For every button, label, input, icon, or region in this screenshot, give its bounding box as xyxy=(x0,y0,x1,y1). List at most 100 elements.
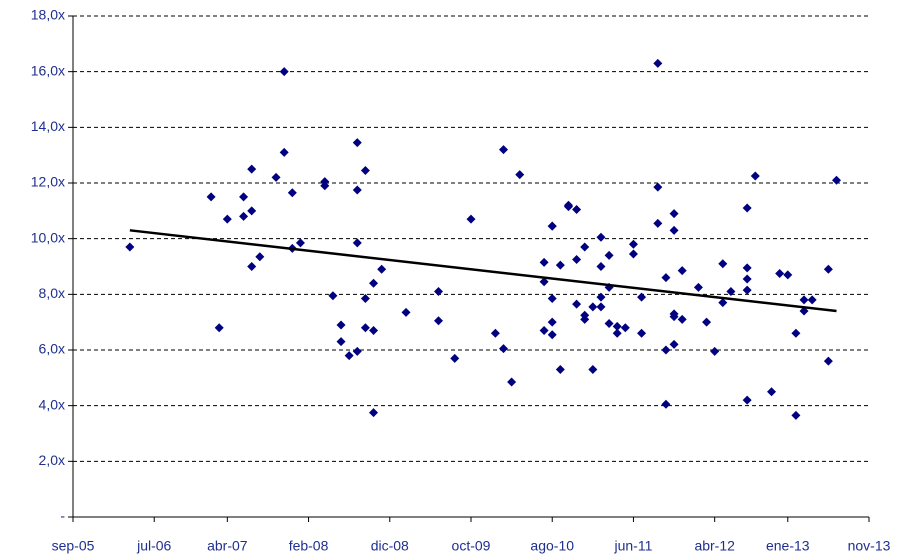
data-point xyxy=(507,377,517,387)
data-point xyxy=(490,328,500,338)
data-point xyxy=(222,214,232,224)
data-point xyxy=(596,262,606,271)
data-point xyxy=(832,175,842,185)
data-point xyxy=(360,294,370,304)
data-point xyxy=(653,182,663,192)
data-point xyxy=(742,263,752,273)
data-point xyxy=(401,307,411,317)
data-point xyxy=(247,164,257,174)
data-point xyxy=(742,395,752,405)
data-point xyxy=(596,302,606,312)
data-point xyxy=(799,295,809,305)
data-point xyxy=(247,206,257,216)
y-tick-label: - xyxy=(60,508,65,524)
data-point xyxy=(710,346,720,356)
data-point xyxy=(677,266,687,276)
data-point xyxy=(547,330,557,340)
data-point xyxy=(295,238,305,248)
y-tick-label: 12,0x xyxy=(31,174,65,190)
data-point xyxy=(206,192,216,202)
data-point xyxy=(547,317,557,327)
x-tick-label: dic-08 xyxy=(371,538,409,554)
data-point xyxy=(539,326,549,336)
data-point xyxy=(344,351,354,361)
data-point xyxy=(572,255,582,265)
x-tick-label: feb-08 xyxy=(289,538,329,554)
trend-line xyxy=(129,229,837,313)
data-point xyxy=(620,323,630,333)
data-point xyxy=(434,287,444,297)
data-point xyxy=(742,285,752,295)
data-point xyxy=(669,339,679,349)
data-point xyxy=(791,328,801,338)
data-point xyxy=(604,319,614,329)
data-point xyxy=(588,302,598,312)
data-point xyxy=(360,323,370,333)
data-point xyxy=(320,181,330,191)
data-point xyxy=(271,172,281,182)
data-point xyxy=(125,242,135,252)
data-point xyxy=(726,287,736,297)
data-point xyxy=(596,292,606,302)
data-point xyxy=(369,326,379,336)
data-point xyxy=(783,270,793,280)
data-point xyxy=(352,185,362,195)
data-point xyxy=(239,211,249,221)
data-point xyxy=(369,278,379,288)
y-tick-label: 18,0x xyxy=(31,7,65,23)
data-point xyxy=(555,364,565,374)
data-point xyxy=(279,147,289,157)
y-tick-label: 4,0x xyxy=(39,396,65,412)
data-point xyxy=(612,328,622,338)
data-point xyxy=(515,170,525,180)
data-point xyxy=(669,225,679,235)
y-tick-label: 16,0x xyxy=(31,62,65,78)
data-point xyxy=(369,408,379,418)
data-point xyxy=(677,314,687,324)
data-point xyxy=(547,294,557,304)
data-point xyxy=(604,250,614,260)
y-tick-label: 10,0x xyxy=(31,229,65,245)
data-point xyxy=(612,321,622,331)
data-point xyxy=(742,203,752,213)
data-point xyxy=(580,310,590,320)
data-point xyxy=(669,209,679,219)
data-point xyxy=(653,218,663,228)
data-point xyxy=(807,295,817,305)
y-tick-label: 2,0x xyxy=(39,452,65,468)
data-point xyxy=(750,171,760,181)
data-point xyxy=(661,399,671,409)
data-point xyxy=(767,387,777,397)
data-point xyxy=(742,274,752,284)
data-point xyxy=(661,273,671,283)
data-point xyxy=(539,277,549,287)
data-point xyxy=(718,259,728,269)
data-point xyxy=(718,298,728,308)
data-point xyxy=(279,67,289,77)
data-point xyxy=(466,214,476,224)
data-point xyxy=(498,344,508,354)
data-point xyxy=(255,252,265,262)
data-point xyxy=(596,232,606,242)
data-point xyxy=(637,292,647,302)
data-point xyxy=(580,242,590,252)
x-tick-label: ene-13 xyxy=(766,538,810,554)
data-point xyxy=(287,188,297,198)
data-point xyxy=(336,320,346,330)
data-point xyxy=(214,323,224,333)
data-point xyxy=(328,291,338,301)
x-tick-label: abr-07 xyxy=(207,538,248,554)
y-tick-label: 6,0x xyxy=(39,341,65,357)
x-tick-label: nov-13 xyxy=(848,538,891,554)
data-point xyxy=(628,239,638,249)
x-tick-label: ago-10 xyxy=(530,538,574,554)
data-point xyxy=(693,282,703,292)
y-tick-label: 8,0x xyxy=(39,285,65,301)
x-tick-label: jun-11 xyxy=(614,538,653,554)
data-point xyxy=(702,317,712,327)
data-point xyxy=(572,299,582,309)
data-point xyxy=(498,145,508,155)
x-tick-label: abr-12 xyxy=(694,538,735,554)
data-point xyxy=(637,328,647,338)
